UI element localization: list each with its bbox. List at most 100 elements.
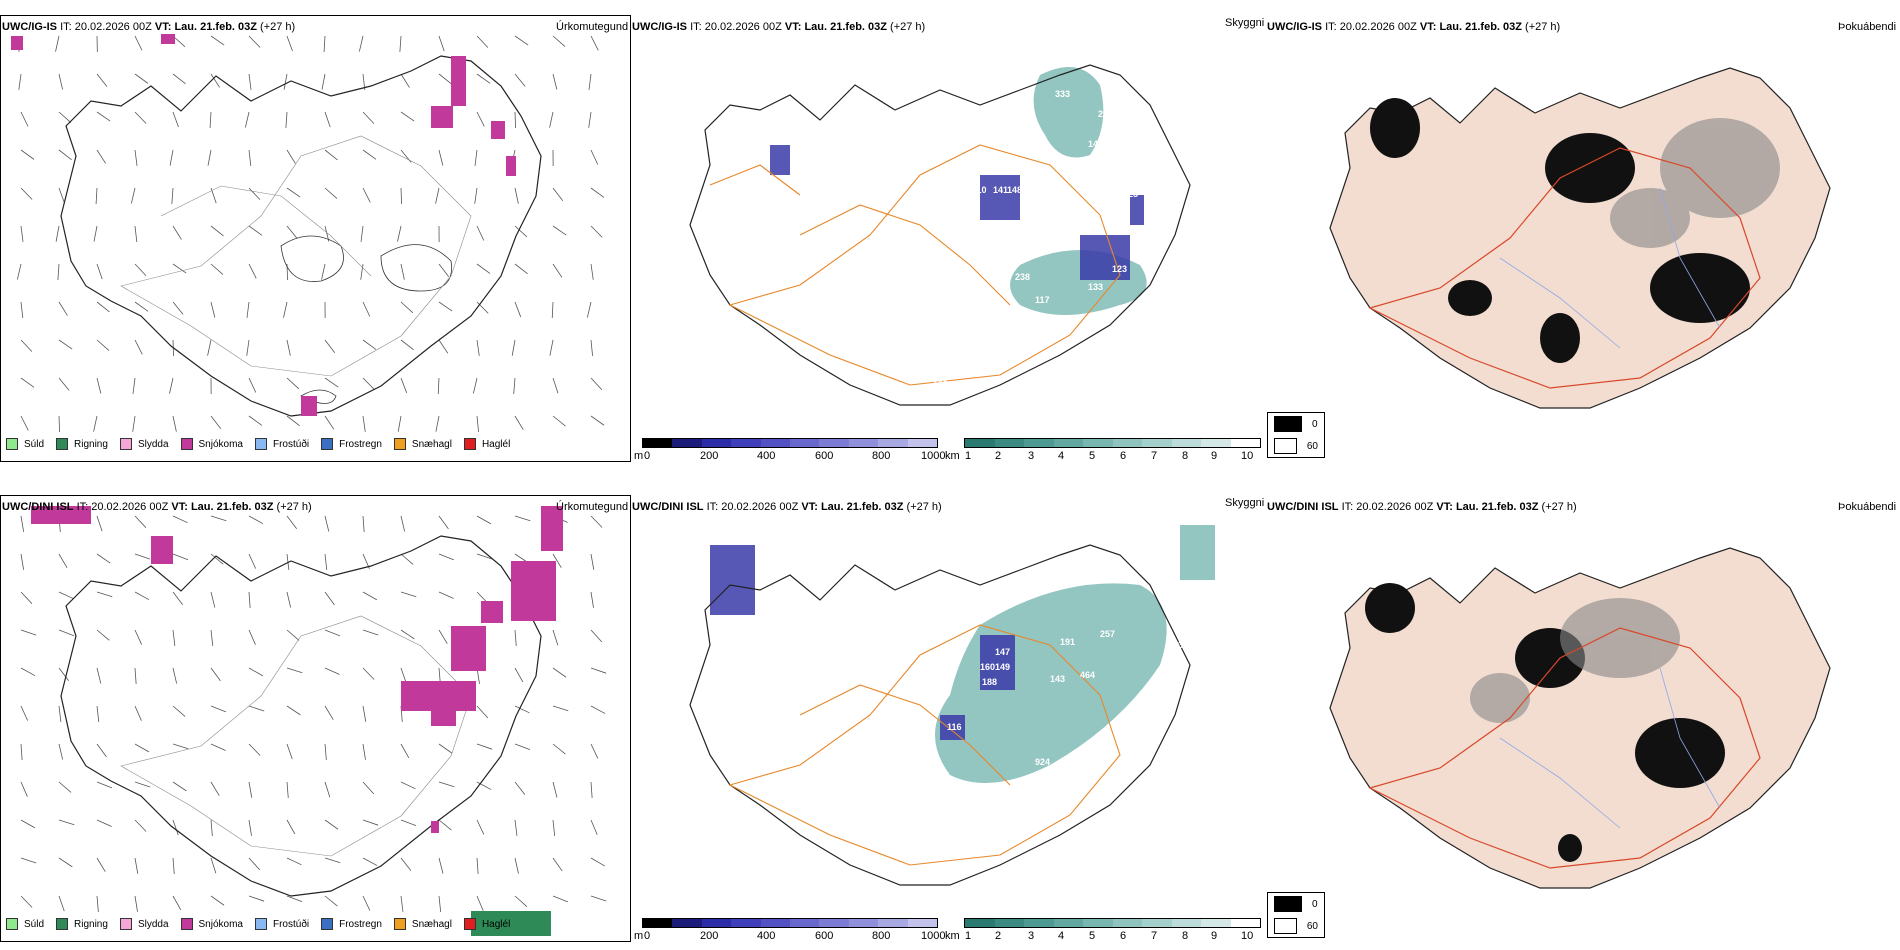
legend-item: 60: [1268, 435, 1324, 457]
wind-barb: [286, 705, 301, 716]
wind-barb: [362, 781, 375, 795]
wind-barb: [438, 781, 455, 788]
wind-barb: [58, 149, 72, 161]
wind-barb: [476, 705, 489, 719]
wind-barb: [362, 667, 375, 680]
wind-barb: [286, 629, 300, 641]
wind-barb: [20, 301, 24, 318]
wind-barb: [210, 629, 214, 646]
ptype-map-frame: [0, 495, 631, 942]
wind-barb: [514, 667, 524, 683]
wind-barb: [20, 895, 33, 908]
wind-barb: [248, 149, 252, 166]
wind-barb: [400, 591, 417, 598]
wind-barb: [400, 819, 417, 826]
wind-barb: [58, 629, 75, 637]
road-network: [120, 135, 472, 377]
wind-barb: [400, 111, 415, 122]
row-top: UWC/IG-IS IT: 20.02.2026 00Z VT: Lau. 21…: [0, 0, 1900, 470]
ceiling-labels: 334 257 426 366 147 149 160 191 188 143 …: [770, 555, 1193, 767]
ceiling-areas: [710, 545, 1015, 740]
visibility-colorbar: [964, 918, 1261, 928]
wind-barb: [96, 781, 113, 789]
wind-barb: [246, 339, 250, 356]
iceland-coastline: [60, 535, 542, 897]
wind-barb: [134, 149, 138, 166]
wind-barb: [514, 629, 517, 646]
wind-barb: [514, 415, 524, 430]
wind-barb: [210, 667, 221, 682]
wind-barb: [590, 415, 605, 426]
wind-barb: [552, 263, 563, 278]
wind-barb: [248, 781, 253, 798]
wind-barb: [514, 225, 528, 238]
wind-barb: [134, 111, 147, 124]
wind-barb: [210, 515, 227, 522]
wind-barb: [590, 895, 607, 902]
fog-header: UWC/DINI ISL IT: 20.02.2026 00Z VT: Lau.…: [1267, 501, 1577, 513]
wind-barb: [96, 377, 102, 394]
wind-barb: [248, 553, 257, 569]
wind-barb: [514, 705, 530, 714]
wind-barb: [590, 705, 606, 714]
wind-barb: [400, 553, 414, 565]
legend-item: Frostúði: [254, 918, 309, 930]
wind-barb: [58, 73, 63, 90]
wind-barb: [134, 857, 139, 874]
ceiling-label: 191: [1060, 637, 1075, 647]
wind-barb: [590, 781, 593, 798]
wind-barb: [248, 857, 261, 871]
legend-item: Rigning: [56, 918, 108, 930]
wind-barb: [20, 515, 25, 532]
wind-barb: [400, 781, 416, 790]
row-bottom: UWC/DINI ISL IT: 20.02.2026 00Z VT: Lau.…: [0, 480, 1900, 950]
fog-title: Þokuábendi: [1838, 501, 1897, 513]
legend-item: Snæhagl: [393, 438, 452, 450]
wind-barb: [20, 819, 36, 829]
wind-barb: [20, 667, 36, 677]
wind-barb: [474, 149, 478, 166]
wind-barb: [362, 111, 375, 124]
wind-barb: [514, 895, 528, 907]
wind-barb: [96, 819, 112, 827]
wind-barb: [96, 629, 110, 641]
wind-barb: [96, 263, 103, 280]
wind-barb: [324, 629, 341, 637]
wind-barb: [171, 187, 174, 204]
wind-barb: [476, 819, 485, 835]
wind-barb: [438, 553, 455, 561]
wind-barb: [248, 73, 252, 90]
wind-barb: [514, 515, 531, 522]
wind-barb: [286, 743, 293, 760]
wind-barb: [20, 629, 37, 636]
visibility-title: Skyggni: [1225, 17, 1265, 29]
wind-barb: [400, 73, 410, 88]
wind-barb: [324, 781, 331, 798]
wind-barb: [58, 895, 65, 912]
wind-barb: [437, 377, 440, 395]
ceiling-label: 109: [933, 379, 948, 389]
wind-barb: [324, 743, 327, 760]
wind-barb: [400, 629, 415, 640]
wind-barb: [552, 857, 563, 872]
ceiling-label: 334: [770, 555, 785, 565]
ptype-title: Úrkomutegund: [556, 21, 629, 33]
wind-barb: [210, 73, 221, 88]
ptype-legend: Súld Rigning Slydda Snjókoma Frostúði Fr…: [6, 918, 522, 930]
wind-barb: [438, 743, 453, 754]
wind-barb: [362, 629, 379, 636]
wind-barb: [438, 895, 442, 912]
wind-barb: [474, 187, 478, 204]
wind-barb: [552, 781, 558, 798]
ceiling-colorbar: [642, 438, 938, 448]
legend-item: Haglél: [463, 438, 510, 450]
road-network: [120, 615, 472, 857]
wind-barb: [552, 667, 567, 678]
wind-barb: [324, 187, 338, 199]
ptype-title: Úrkomutegund: [556, 501, 629, 513]
wind-barb: [210, 301, 216, 318]
wind-barb: [134, 895, 138, 912]
wind-barb: [210, 743, 226, 751]
wind-barb: [58, 781, 72, 793]
legend-item: Frostregn: [321, 918, 382, 930]
